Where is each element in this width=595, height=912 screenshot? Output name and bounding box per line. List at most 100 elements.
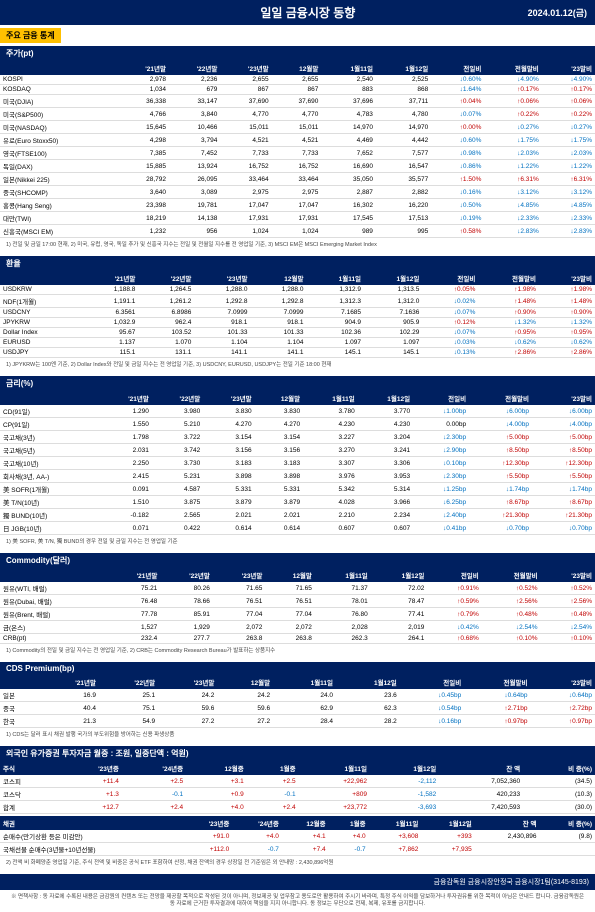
cell: ↓6.00bp [532, 405, 595, 418]
cell: ↓0.64bp [530, 689, 595, 702]
cell: Dollar Index [0, 328, 82, 338]
col-header [0, 271, 82, 285]
cell: 72.02 [371, 582, 428, 595]
cell [475, 843, 540, 856]
cell: ↓0.03% [422, 338, 478, 348]
cell: 40.4 [40, 702, 99, 715]
cell: 7.0999 [194, 308, 250, 318]
cell: 77.04 [213, 608, 266, 621]
cell: 3.830 [255, 405, 303, 418]
col-header: 1월12일 [364, 271, 422, 285]
cell: -0.7 [232, 843, 282, 856]
cell: 15,645 [118, 121, 169, 134]
cell: 16,752 [272, 160, 322, 173]
cell: 867 [220, 85, 271, 95]
cell: 2,430,896 [475, 830, 540, 843]
table-row: 원유(WTI, 배럴)75.2180.2671.6571.6571.3772.0… [0, 582, 595, 595]
cell: 1.550 [101, 418, 152, 431]
cell: ↑2.56% [541, 595, 595, 608]
col-header: 전월말비 [464, 675, 530, 689]
col-header: '21년말 [101, 391, 152, 405]
col-header: 전일비 [422, 271, 478, 285]
cell: 미국(NASDAQ) [0, 121, 118, 134]
cell: 1,312.9 [306, 285, 364, 295]
cell: 4,298 [118, 134, 169, 147]
cell: 합계 [0, 801, 58, 814]
cell: 75.1 [99, 702, 158, 715]
col-header: 12월말 [265, 568, 315, 582]
col-header: '21년말 [40, 675, 99, 689]
table-row: 국고채(10년)2.2503.7303.1833.1833.3073.306↓0… [0, 457, 595, 470]
cell: 1,024 [220, 225, 271, 238]
stock-note: 1) 전일 및 금일 17:00 현재, 2) 미국, 유럽, 영국, 독일 추… [0, 238, 595, 250]
cell: 1,188.8 [82, 285, 138, 295]
cell: 日 JGB(10년) [0, 522, 101, 535]
col-header: 12월말 [272, 61, 322, 75]
cell: ↓0.86% [431, 160, 484, 173]
cell: +3,608 [369, 830, 422, 843]
cell: 2.565 [152, 509, 203, 522]
page-date: 2024.01.12(금) [528, 6, 587, 19]
cell: 0.607 [303, 522, 358, 535]
col-header: '21년말 [108, 568, 161, 582]
cell: 2.250 [101, 457, 152, 470]
cell: 중국 [0, 702, 40, 715]
cell: 17,047 [220, 199, 271, 212]
cell: ↓0.10bp [413, 457, 469, 470]
cell: 3.204 [358, 431, 413, 444]
cell: 3.879 [255, 496, 303, 509]
cell: +23,772 [299, 801, 370, 814]
cell: 국고채(3년) [0, 431, 101, 444]
cell: 3.156 [255, 444, 303, 457]
cell: 7.1636 [364, 308, 422, 318]
table-row: USDCNY6.35616.89867.09997.09997.16857.16… [0, 308, 595, 318]
cell: ↓0.07% [431, 108, 484, 121]
cell: 5.231 [152, 470, 203, 483]
cell: 76.48 [108, 595, 161, 608]
cell: 2.021 [203, 509, 254, 522]
cell: ↓0.70bp [532, 522, 595, 535]
cell: 28.4 [273, 715, 336, 728]
table-row: 회사채(3년, AA-)2.4155.2313.8983.8983.9763.9… [0, 470, 595, 483]
cell: 15,011 [220, 121, 271, 134]
col-header: '23년말 [213, 568, 266, 582]
cell: 17,513 [376, 212, 431, 225]
cell: 4.270 [255, 418, 303, 431]
cell: USDJPY [0, 348, 82, 358]
cell: 868 [376, 85, 431, 95]
cds-table: '21년말'22년말'23년말12월말1월11일1월12일전일비전월말비'23말… [0, 675, 595, 728]
cell: 0.071 [101, 522, 152, 535]
table-row: 국고채(5년)2.0313.7423.1563.1563.2703.241↓2.… [0, 444, 595, 457]
cell: 16,752 [220, 160, 271, 173]
cell: 4,780 [376, 108, 431, 121]
col-header: '23년중 [58, 761, 122, 775]
table-row: 獨 BUND(10년)-0.1822.5652.0212.0212.2102.2… [0, 509, 595, 522]
cell: 코스닥 [0, 788, 58, 801]
cell: ↑0.17% [484, 85, 541, 95]
table-row: 신흥국(MSCI EM)1,2329561,0241,024989995↑0.5… [0, 225, 595, 238]
table-row: 합계+12.7+2.4+4.0+2.4+23,772-3,6937,420,59… [0, 801, 595, 814]
col-header: 1월11일 [303, 391, 358, 405]
cell: 1,024 [272, 225, 322, 238]
cell: 1,191.1 [82, 295, 138, 308]
cell: 7,577 [376, 147, 431, 160]
cell: 3.980 [152, 405, 203, 418]
table-row: 독일(DAX)15,88513,92416,75216,75216,69016,… [0, 160, 595, 173]
cell: 59.6 [217, 702, 273, 715]
cell: ↑1.98% [539, 285, 595, 295]
cell: 6.3561 [82, 308, 138, 318]
cell: +2.5 [122, 775, 186, 788]
cell: 미국(DJIA) [0, 95, 118, 108]
cell: KOSPI [0, 75, 118, 85]
cell: ↓4.85% [484, 199, 541, 212]
cell: 75.21 [108, 582, 161, 595]
cell: 4.230 [303, 418, 358, 431]
foreign-title: 외국인 유가증권 투자자금 월중 : 조원, 일중단액 : 억원) [0, 746, 595, 761]
cell: ↓0.27% [484, 121, 541, 134]
table-row: USDJPY115.1131.1141.1141.1145.1145.1↓0.1… [0, 348, 595, 358]
col-header: 잔 액 [439, 761, 523, 775]
cell: ↓0.45bp [400, 689, 464, 702]
cell: ↓2.33% [484, 212, 541, 225]
table-row: KOSDAQ1,034679867867883868↓1.64%↑0.17%↑0… [0, 85, 595, 95]
cell: ↓3.12% [542, 186, 595, 199]
